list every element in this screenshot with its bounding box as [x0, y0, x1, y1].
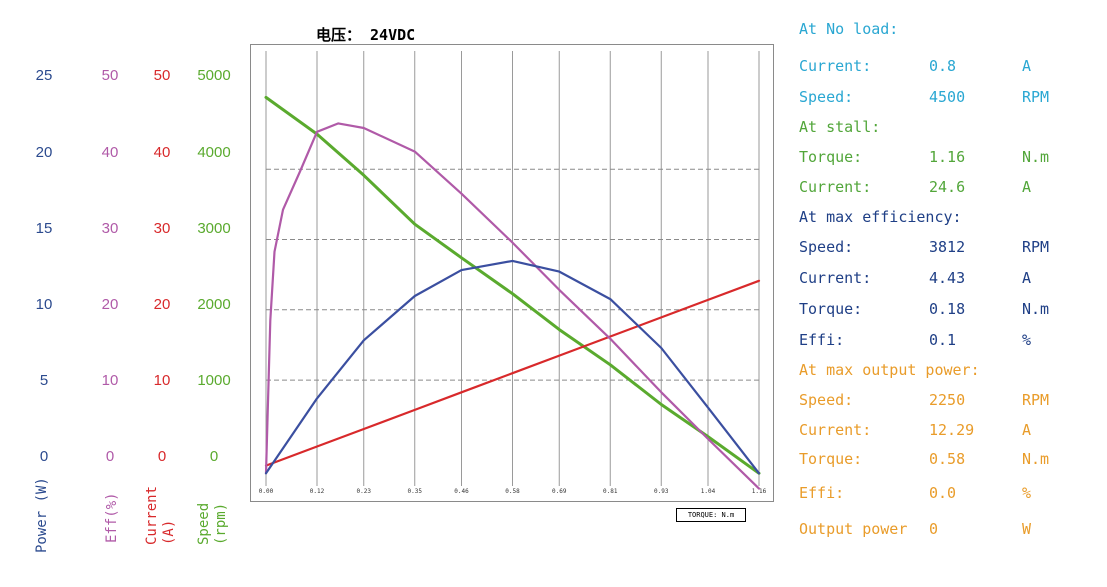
spec-unit: A: [1022, 178, 1032, 196]
x-tick-label: 0.12: [310, 488, 325, 495]
eff-tick-20: 20: [101, 296, 119, 313]
spec-label: Torque:: [799, 450, 863, 468]
spec-section-heading: At max output power:: [799, 361, 980, 379]
spec-label: Torque:: [799, 300, 863, 318]
spec-value: 0.1: [929, 331, 957, 349]
power-tick-20: 20: [35, 144, 53, 161]
speed-tick-5000: 5000: [197, 67, 231, 84]
speed-tick-1000: 1000: [197, 372, 231, 389]
spec-unit: N.m: [1022, 148, 1050, 166]
spec-unit: RPM: [1022, 88, 1050, 106]
spec-unit: W: [1022, 520, 1032, 538]
spec-unit: %: [1022, 484, 1032, 502]
x-tick-label: 0.58: [505, 488, 520, 495]
power-tick-0: 0: [39, 448, 49, 465]
spec-value: 0.8: [929, 57, 957, 75]
spec-unit: A: [1022, 57, 1032, 75]
spec-unit: RPM: [1022, 391, 1050, 409]
x-tick-label: 0.69: [552, 488, 567, 495]
spec-label: Current:: [799, 421, 872, 439]
spec-value: 24.6: [929, 178, 966, 196]
x-tick-label: 0.23: [357, 488, 372, 495]
spec-value: 4.43: [929, 269, 966, 287]
current-tick-40: 40: [153, 144, 171, 161]
spec-unit: %: [1022, 331, 1032, 349]
spec-value: 0: [929, 520, 939, 538]
spec-unit: RPM: [1022, 238, 1050, 256]
spec-label: Output power: [799, 520, 908, 538]
x-axis-unit-label: TORQUE: N.m: [676, 508, 746, 522]
power-tick-5: 5: [39, 372, 49, 389]
spec-label: Effi:: [799, 484, 845, 502]
power-tick-25: 25: [35, 67, 53, 84]
speed-curve: [264, 95, 761, 475]
spec-value: 0.0: [929, 484, 957, 502]
spec-section-heading: At No load:: [799, 20, 899, 38]
speed-tick-3000: 3000: [197, 220, 231, 237]
eff-tick-40: 40: [101, 144, 119, 161]
x-tick-label: 0.81: [603, 488, 618, 495]
spec-section-heading: At max efficiency:: [799, 208, 962, 226]
eff-tick-0: 0: [105, 448, 115, 465]
power-tick-10: 10: [35, 296, 53, 313]
spec-label: Current:: [799, 178, 872, 196]
current-tick-30: 30: [153, 220, 171, 237]
plot-svg: 0.00 0.12 0.23 0.35 0.46 0.58 0.69 0.81 0.93 1.04…: [259, 51, 767, 495]
current-tick-20: 20: [153, 296, 171, 313]
x-tick-label: 1.16: [752, 488, 767, 495]
spec-label: Speed:: [799, 238, 854, 256]
spec-value: 2250: [929, 391, 966, 409]
speed-tick-0: 0: [209, 448, 219, 465]
eff-axis-label: Eff(%): [104, 492, 120, 543]
spec-value: 4500: [929, 88, 966, 106]
x-tick-label: 0.46: [454, 488, 469, 495]
spec-unit: A: [1022, 269, 1032, 287]
spec-section-heading: At stall:: [799, 118, 881, 136]
spec-value: 3812: [929, 238, 966, 256]
chart-title: 电压： 24VDC: [316, 26, 416, 44]
spec-label: Current:: [799, 57, 872, 75]
x-tick-label: 0.93: [654, 488, 669, 495]
spec-label: Speed:: [799, 88, 854, 106]
spec-value: 0.58: [929, 450, 966, 468]
current-tick-50: 50: [153, 67, 171, 84]
spec-value: 0.18: [929, 300, 966, 318]
spec-unit: N.m: [1022, 300, 1050, 318]
current-axis-label: Current (A): [144, 485, 177, 545]
power-curve: [264, 259, 761, 475]
power-tick-15: 15: [35, 220, 53, 237]
spec-label: Torque:: [799, 148, 863, 166]
current-curve: [264, 279, 761, 467]
speed-tick-4000: 4000: [197, 144, 231, 161]
current-tick-0: 0: [157, 448, 167, 465]
spec-unit: A: [1022, 421, 1032, 439]
spec-label: Effi:: [799, 331, 845, 349]
spec-label: Speed:: [799, 391, 854, 409]
power-axis-label: Power (W): [34, 477, 50, 553]
speed-axis-label: Speed (rpm): [196, 502, 229, 545]
x-tick-label: 0.00: [259, 488, 274, 495]
spec-label: Current:: [799, 269, 872, 287]
x-tick-label: 0.35: [408, 488, 423, 495]
spec-unit: N.m: [1022, 450, 1050, 468]
eff-tick-30: 30: [101, 220, 119, 237]
spec-value: 1.16: [929, 148, 966, 166]
eff-tick-10: 10: [101, 372, 119, 389]
efficiency-curve: [264, 122, 761, 490]
x-tick-label: 1.04: [701, 488, 716, 495]
plot-area: 0.00 0.12 0.23 0.35 0.46 0.58 0.69 0.81 0.93 1.04…: [250, 44, 774, 502]
eff-tick-50: 50: [101, 67, 119, 84]
spec-value: 12.29: [929, 421, 975, 439]
speed-tick-2000: 2000: [197, 296, 231, 313]
current-tick-10: 10: [153, 372, 171, 389]
